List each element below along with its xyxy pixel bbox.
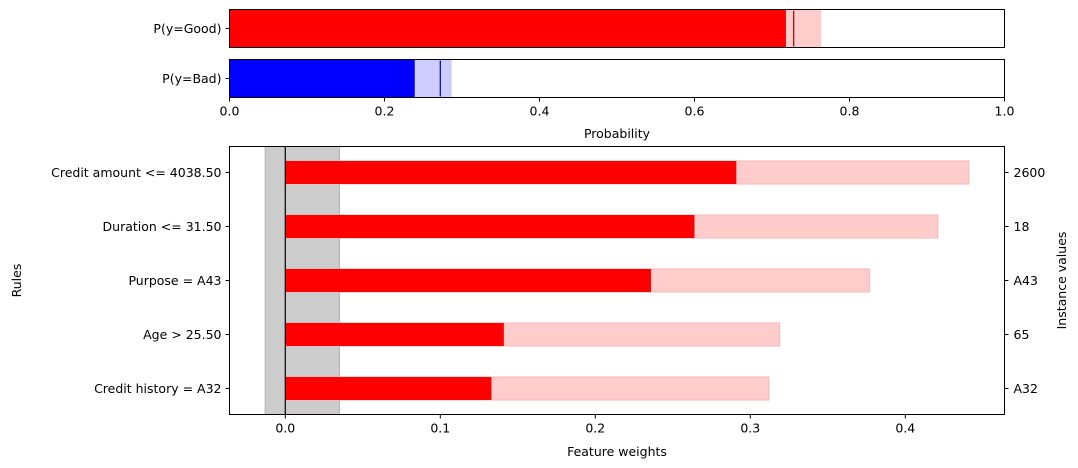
rule-label: Age > 25.50 bbox=[143, 327, 221, 342]
prob-xtick-label: 0.4 bbox=[530, 104, 550, 119]
rule-label: Credit amount <= 4038.50 bbox=[51, 165, 221, 180]
instance-values-axis-label: Instance values bbox=[1054, 232, 1069, 330]
weights-xtick-label: 0.2 bbox=[585, 421, 605, 436]
prob-category-label: P(y=Bad) bbox=[162, 71, 221, 86]
prob-xtick-label: 0.2 bbox=[375, 104, 395, 119]
weights-xtick-label: 0.1 bbox=[430, 421, 450, 436]
rule-label: Purpose = A43 bbox=[128, 273, 221, 288]
rule-label: Credit history = A32 bbox=[94, 381, 221, 396]
prob-category-label: P(y=Good) bbox=[153, 21, 221, 36]
rule-label: Duration <= 31.50 bbox=[103, 219, 222, 234]
feature-weights-panel: Credit amount <= 4038.50 2600 Duration <= … bbox=[9, 146, 1069, 459]
weight-bar-3 bbox=[285, 323, 504, 346]
instance-value-label: 18 bbox=[1014, 219, 1030, 234]
instance-value-label: 65 bbox=[1014, 327, 1030, 342]
probability-panel: P(y=Good) P(y=Bad) 0.0 0.2 0.4 0.6 0.8 1.0 Proba… bbox=[153, 9, 1015, 141]
weight-bar-1 bbox=[285, 215, 695, 238]
weight-bar-2 bbox=[285, 269, 652, 292]
weights-x-axis-label: Feature weights bbox=[567, 444, 667, 459]
weights-xtick-label: 0.0 bbox=[275, 421, 295, 436]
instance-value-label: A43 bbox=[1014, 273, 1038, 288]
instance-value-label: A32 bbox=[1014, 381, 1038, 396]
rules-axis-label: Rules bbox=[9, 264, 24, 298]
weights-xtick-label: 0.4 bbox=[895, 421, 915, 436]
prob-xtick-label: 1.0 bbox=[995, 104, 1015, 119]
instance-value-label: 2600 bbox=[1014, 165, 1046, 180]
prob-bar-1 bbox=[229, 60, 415, 97]
weight-bar-0 bbox=[285, 161, 737, 184]
prob-xtick-label: 0.8 bbox=[840, 104, 860, 119]
prob-x-axis-label: Probability bbox=[584, 126, 651, 141]
prob-bar-0 bbox=[229, 10, 786, 47]
prob-xtick-label: 0.0 bbox=[220, 104, 240, 119]
weights-xtick-label: 0.3 bbox=[740, 421, 760, 436]
weights-axes-frame bbox=[229, 146, 1005, 415]
prob-xtick-label: 0.6 bbox=[685, 104, 705, 119]
weight-bar-4 bbox=[285, 377, 492, 400]
